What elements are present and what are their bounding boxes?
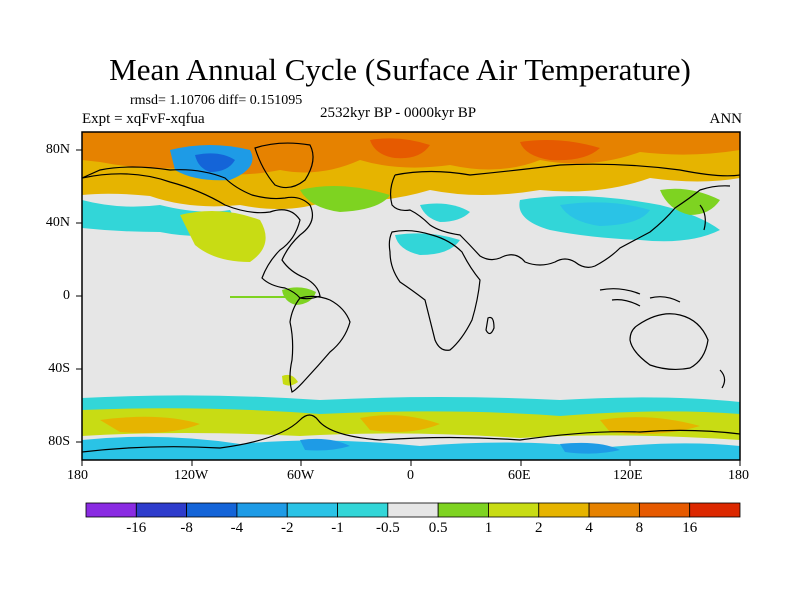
colorbar-label: 8 [635,520,644,536]
colorbar-label: -0.5 [375,520,400,536]
arctic-max-region [370,138,430,159]
coast-madagascar [485,316,495,335]
coast-north-america [82,166,321,300]
anomaly-fields [82,132,740,460]
colorbar-swatch [538,502,590,518]
coast-africa [388,229,481,351]
lon-label: 180 [67,468,88,483]
lon-label: 120W [174,468,209,483]
n-america-warm [180,211,266,262]
colorbar-label: -1 [331,520,344,536]
greenland-cold-region [195,153,235,172]
lon-label: 60W [287,468,315,483]
lon-label: 180 [728,468,749,483]
stats-text: rmsd= 1.10706 diff= 0.151095 [130,93,303,108]
colorbar [85,502,741,518]
colorbar-swatch [286,502,338,518]
colorbar-label: -8 [180,520,193,536]
experiment-label: Expt = xqFvF-xqfua [82,111,205,127]
colorbar-swatch [387,502,439,518]
lon-label: 60E [508,468,531,483]
north-atlantic-green [300,186,390,212]
colorbar-swatch [337,502,389,518]
colorbar-label: 4 [585,520,593,536]
colorbar-swatch [689,502,741,518]
coast-antarctica [82,414,740,453]
colorbar-swatch [85,502,137,518]
lat-label: 40N [45,215,70,230]
colorbar-label: -4 [230,520,244,536]
colorbar-swatch [588,502,640,518]
asia-cooler-band [560,202,650,226]
season-label: ANN [709,111,743,127]
colorbar-swatch [437,502,489,518]
colorbar-label: 16 [682,520,698,536]
colorbar-label: 0.5 [428,520,448,536]
coast-south-america [289,295,351,393]
coast-greenland [254,142,314,189]
antarctic-orange [100,415,700,434]
lat-label: 80S [48,434,70,449]
colorbar-swatch [135,502,188,518]
colorbar-swatch [488,502,540,518]
lat-label: 80N [45,142,70,157]
coastlines [82,142,740,453]
lon-label: 120E [613,468,643,483]
coast-japan [699,204,706,231]
colorbar-swatch [236,502,288,518]
colorbar-label: -2 [280,520,294,536]
axis-ticks [76,149,741,466]
lon-label: 0 [407,468,414,483]
colorbar-label: 1 [484,520,493,536]
coast-nz [719,369,726,389]
chart-title: Mean Annual Cycle (Surface Air Temperatu… [109,52,691,87]
coast-australia [629,313,709,371]
colorbar-label: -16 [126,520,147,536]
lat-label: 0 [63,288,70,303]
coast-maritime [599,288,681,307]
antarctic-cool [82,436,740,460]
period-label: 2532kyr BP - 0000kyr BP [320,105,477,121]
europe-cool [420,203,470,222]
colorbar-label: 2 [535,520,543,536]
siberia-max-region [520,140,600,161]
antarctic-cold [300,438,620,454]
coast-eurasia [389,163,740,268]
colorbar-swatch [638,502,691,518]
colorbar-swatch [186,502,238,518]
lat-label: 40S [48,361,70,376]
